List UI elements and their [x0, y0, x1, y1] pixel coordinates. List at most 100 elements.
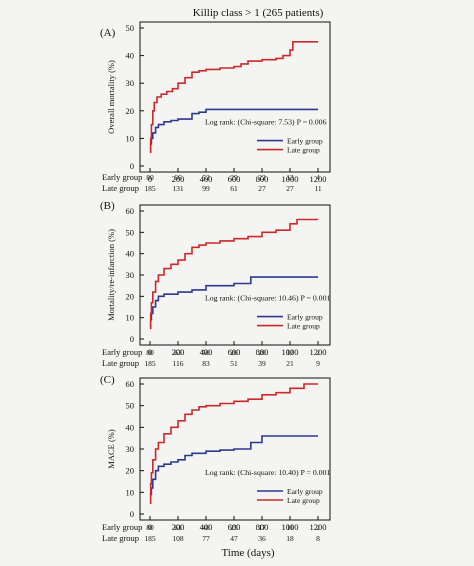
risk-count-late: 83: [202, 359, 210, 368]
risk-count-late: 51: [230, 359, 238, 368]
risk-label-late: Late group: [102, 533, 139, 543]
risk-count-late: 116: [173, 359, 184, 368]
risk-label-early: Early group: [102, 522, 142, 532]
risk-count-early: 2: [316, 523, 320, 532]
risk-count-late: 8: [316, 534, 320, 543]
y-tick-label: 0: [130, 509, 134, 519]
x-tick-label: 600: [228, 174, 241, 184]
risk-count-late: 11: [314, 184, 321, 193]
y-tick-label: 30: [126, 78, 135, 88]
y-tick-label: 40: [126, 51, 135, 61]
risk-count-late: 108: [172, 534, 184, 543]
y-tick-label: 40: [126, 249, 135, 259]
series-late-curve: [149, 383, 318, 504]
x-tick-label: 0: [148, 522, 152, 532]
series-late-curve: [149, 218, 318, 330]
x-axis-label: Time (days): [221, 547, 274, 559]
x-tick-label: 800: [256, 174, 269, 184]
x-tick-label: 0: [148, 174, 152, 184]
legend-label: Late group: [287, 322, 320, 331]
x-tick-label: 800: [256, 522, 269, 532]
risk-count-early: 80: [146, 348, 154, 357]
panel-label: (C): [100, 374, 115, 386]
x-tick-label: 400: [200, 174, 213, 184]
log-rank-annotation: Log rank: (Chi-square: 10.46) P = 0.001: [205, 294, 330, 303]
risk-count-early: 29: [230, 173, 238, 182]
y-tick-label: 40: [126, 422, 135, 432]
log-rank-annotation: Log rank: (Chi-square: 10.40) P = 0.001: [205, 468, 330, 477]
risk-count-late: 61: [230, 184, 238, 193]
risk-count-late: 36: [258, 534, 266, 543]
x-tick-label: 1000: [282, 174, 299, 184]
x-tick-label: 400: [200, 347, 213, 357]
risk-count-late: 185: [144, 359, 156, 368]
x-tick-label: 600: [228, 522, 241, 532]
x-tick-label: 0: [148, 347, 152, 357]
risk-count-early: 63: [174, 348, 182, 357]
risk-count-early: 80: [146, 173, 154, 182]
y-axis-label: Overall mortality (%): [106, 60, 116, 134]
risk-count-late: 39: [258, 359, 266, 368]
risk-count-early: 52: [202, 173, 210, 182]
y-tick-label: 60: [126, 379, 135, 389]
y-tick-label: 30: [126, 270, 135, 280]
x-tick-label: 200: [172, 347, 185, 357]
plot-frame: [139, 21, 331, 173]
y-tick-label: 10: [126, 487, 135, 497]
risk-label-late: Late group: [102, 358, 139, 368]
x-tick-label: 1000: [282, 347, 299, 357]
risk-count-early: 13: [286, 173, 294, 182]
risk-count-late: 131: [172, 184, 184, 193]
y-tick-label: 20: [126, 466, 135, 476]
y-tick-label: 50: [126, 401, 135, 411]
series-late-curve: [149, 41, 318, 153]
panel-a: (A) 0 10 20 30 40 50 0 200 400 600 800 1000 1200 Overa…: [100, 21, 331, 193]
risk-count-early: 25: [230, 523, 238, 532]
risk-label-early: Early group: [102, 347, 142, 357]
risk-count-late: 9: [316, 359, 320, 368]
x-tick-label: 200: [172, 522, 185, 532]
legend-label: Early group: [287, 137, 323, 146]
risk-count-late: 47: [230, 534, 238, 543]
risk-label-early: Early group: [102, 172, 142, 182]
risk-count-early: 11: [286, 523, 293, 532]
y-axis-label: MACE (%): [106, 429, 116, 469]
risk-count-early: 48: [202, 523, 210, 532]
figure-title: Killip class > 1 (265 patients): [193, 7, 324, 19]
risk-label-late: Late group: [102, 183, 139, 193]
y-tick-label: 30: [126, 444, 135, 454]
x-tick-label: 1200: [310, 522, 327, 532]
risk-count-early: 4: [316, 173, 320, 182]
y-tick-label: 50: [126, 23, 135, 33]
panel-label: (B): [100, 200, 115, 212]
risk-count-late: 27: [258, 184, 266, 193]
risk-count-late: 18: [286, 534, 294, 543]
y-tick-label: 50: [126, 227, 135, 237]
risk-count-early: 50: [202, 348, 210, 357]
risk-count-early: 80: [146, 523, 154, 532]
y-tick-label: 0: [130, 161, 134, 171]
series-early-curve: [149, 435, 318, 504]
panel-label: (A): [100, 27, 116, 39]
x-tick-label: 1200: [310, 174, 327, 184]
y-tick-label: 60: [126, 206, 135, 216]
legend-label: Early group: [287, 313, 323, 322]
risk-count-late: 99: [202, 184, 210, 193]
risk-count-late: 185: [144, 184, 156, 193]
risk-count-late: 77: [202, 534, 210, 543]
y-axis-label: Mortality/re-infarction (%): [106, 229, 116, 321]
x-tick-label: 200: [172, 174, 185, 184]
risk-count-early: 26: [230, 348, 238, 357]
legend-label: Early group: [287, 487, 323, 496]
risk-count-early: 61: [174, 523, 182, 532]
x-tick-label: 600: [228, 347, 241, 357]
x-tick-label: 1000: [282, 522, 299, 532]
y-tick-label: 20: [126, 106, 135, 116]
y-tick-label: 10: [126, 313, 135, 323]
y-tick-label: 10: [126, 133, 135, 143]
x-tick-label: 1200: [310, 347, 327, 357]
risk-count-early: 20: [258, 348, 266, 357]
y-tick-label: 0: [130, 334, 134, 344]
